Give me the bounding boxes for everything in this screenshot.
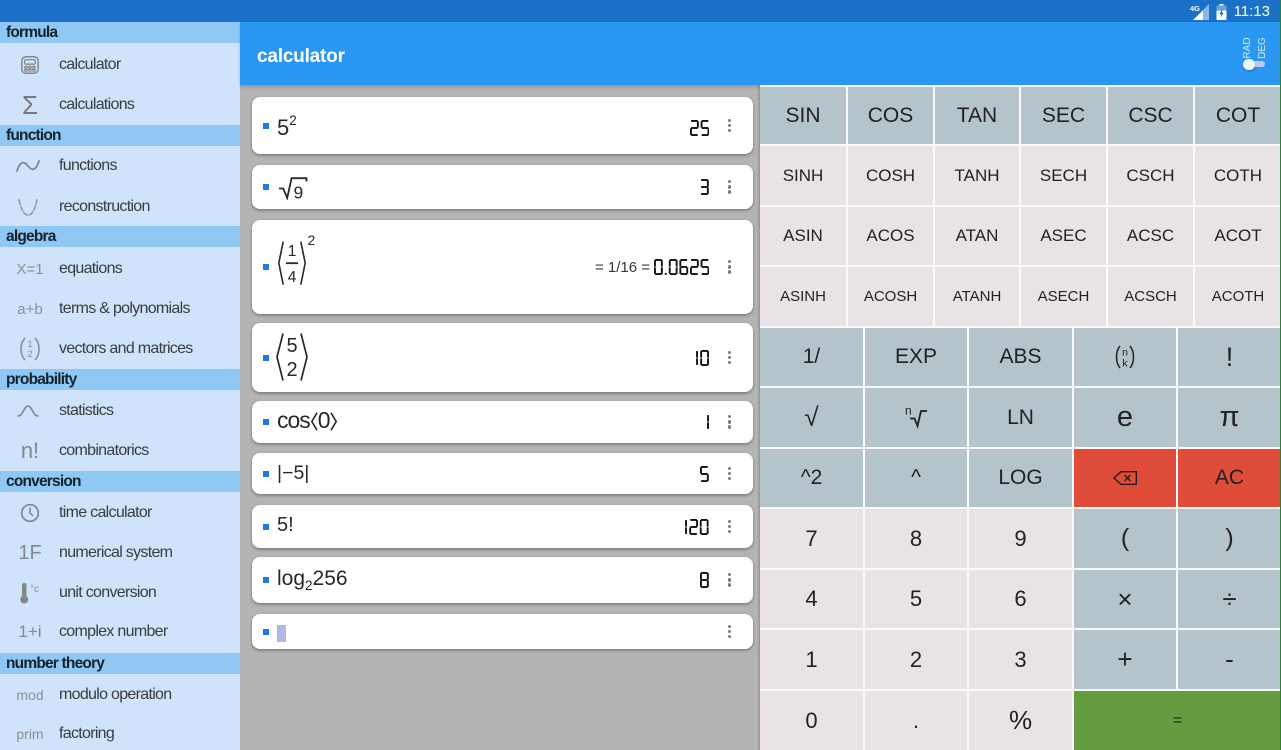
svg-text:2: 2 xyxy=(27,349,32,360)
svg-text:n: n xyxy=(905,405,912,418)
svg-text:5: 5 xyxy=(286,335,297,357)
svg-text:2: 2 xyxy=(308,235,316,248)
svg-text:1: 1 xyxy=(288,243,297,260)
svg-text:4: 4 xyxy=(288,269,297,286)
svg-text:4G: 4G xyxy=(1190,4,1200,13)
svg-text:1: 1 xyxy=(27,339,32,350)
svg-text:k: k xyxy=(1122,358,1128,370)
svg-text:°c: °c xyxy=(30,584,39,595)
svg-text:9: 9 xyxy=(294,183,304,201)
svg-text:n: n xyxy=(1122,347,1128,359)
svg-text:2: 2 xyxy=(286,359,297,381)
